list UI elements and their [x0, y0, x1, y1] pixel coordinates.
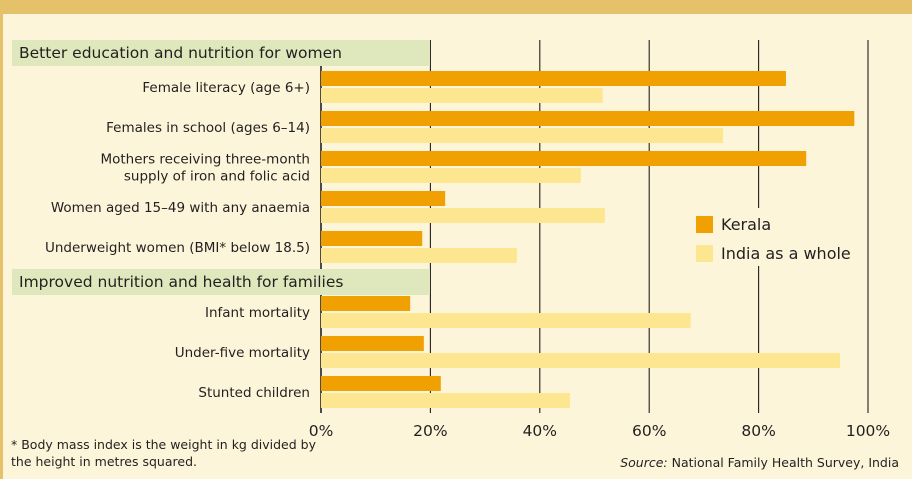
x-tick-label: 40% — [523, 422, 557, 440]
bar-india — [321, 313, 691, 328]
source-text: National Family Health Survey, India — [671, 455, 899, 470]
x-tick-label: 60% — [632, 422, 666, 440]
category-label: Underweight women (BMI* below 18.5) — [45, 240, 310, 256]
legend-label-kerala: Kerala — [721, 215, 771, 234]
bar-india — [321, 353, 841, 368]
bar-kerala — [321, 336, 424, 351]
top-frame-band — [0, 0, 912, 14]
category-labels: Female literacy (age 6+) Females in schoo… — [45, 80, 310, 401]
source-note: Source: National Family Health Survey, I… — [620, 454, 899, 471]
category-label: Females in school (ages 6–14) — [106, 120, 310, 136]
bar-india — [321, 168, 581, 183]
bar-kerala — [321, 111, 855, 126]
left-frame-stripe — [0, 14, 3, 479]
x-tick-label: 80% — [741, 422, 775, 440]
bar-kerala — [321, 296, 411, 311]
source-label: Source: — [620, 455, 668, 470]
x-tick-label: 100% — [846, 422, 890, 440]
bar-india — [321, 88, 603, 103]
bar-kerala — [321, 191, 446, 206]
group-header-families: Improved nutrition and health for famili… — [12, 269, 430, 295]
category-label: Mothers receiving three-month — [100, 152, 310, 168]
legend-background — [691, 208, 861, 266]
bars — [321, 71, 855, 408]
bar-kerala — [321, 231, 423, 246]
bar-india — [321, 393, 570, 408]
bar-kerala — [321, 71, 786, 86]
legend-swatch-india — [696, 245, 713, 262]
bar-india — [321, 248, 517, 263]
category-label: Female literacy (age 6+) — [142, 80, 310, 96]
category-label: Stunted children — [198, 385, 310, 401]
category-label: Under-five mortality — [175, 345, 310, 361]
group-header-women: Better education and nutrition for women — [12, 40, 430, 66]
category-label: Infant mortality — [205, 305, 310, 321]
bar-india — [321, 208, 605, 223]
legend-swatch-kerala — [696, 216, 713, 233]
x-tick-labels: 0% 20% 40% 60% 80% 100% — [309, 422, 890, 440]
category-label: Women aged 15–49 with any anaemia — [51, 200, 310, 216]
legend: Kerala India as a whole — [691, 208, 861, 266]
footnote: * Body mass index is the weight in kg di… — [11, 437, 316, 469]
legend-label-india: India as a whole — [721, 244, 851, 263]
bar-india — [321, 128, 724, 143]
x-tick-label: 20% — [413, 422, 447, 440]
bar-kerala — [321, 376, 441, 391]
category-label: supply of iron and folic acid — [124, 169, 310, 185]
bar-kerala — [321, 151, 807, 166]
x-tick-label: 0% — [309, 422, 334, 440]
